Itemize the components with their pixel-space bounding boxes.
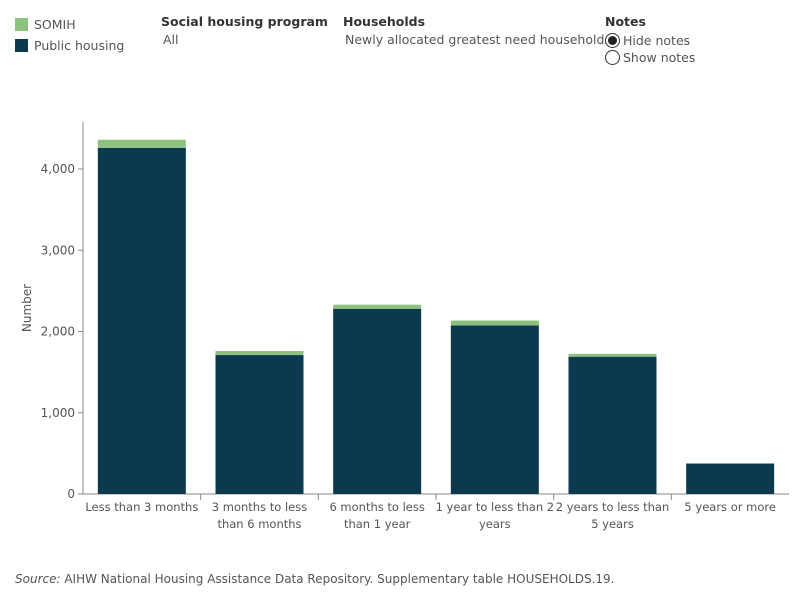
bar-public-housing — [450, 325, 539, 494]
legend-item-public-housing[interactable]: Public housing — [15, 35, 124, 56]
y-ticks: 0 1,000 2,000 3,000 4,000 — [41, 162, 83, 501]
bar-public-housing — [97, 147, 186, 494]
y-tick-label: 3,000 — [41, 243, 75, 257]
y-tick-label: 4,000 — [41, 162, 75, 176]
bar-public-housing — [568, 356, 657, 494]
program-filter-title: Social housing program — [161, 14, 328, 29]
bar-public-housing — [686, 463, 775, 494]
hide-notes-option[interactable]: Hide notes — [605, 32, 695, 49]
y-tick-label: 0 — [67, 487, 75, 501]
bar-somih — [450, 320, 539, 326]
source-text: AIHW National Housing Assistance Data Re… — [60, 572, 615, 586]
bars — [97, 139, 775, 494]
bar-somih — [97, 139, 186, 148]
program-filter-value[interactable]: All — [163, 32, 179, 47]
legend-label-somih: SOMIH — [34, 17, 76, 32]
y-axis-label: Number — [20, 284, 34, 332]
households-filter[interactable]: Households Newly allocated greatest need… — [343, 14, 611, 47]
source-prefix: Source: — [15, 572, 61, 586]
show-notes-radio[interactable] — [605, 50, 620, 65]
somih-swatch — [15, 18, 28, 31]
bar-public-housing — [215, 355, 304, 494]
notes-filter-title: Notes — [605, 14, 646, 29]
x-tick-label: Less than 3 months — [85, 500, 198, 514]
x-tick-label: 2 years to less than 5 years — [556, 500, 670, 531]
bar-somih — [568, 353, 657, 357]
households-filter-value[interactable]: Newly allocated greatest need households — [345, 32, 611, 47]
households-filter-title: Households — [343, 14, 426, 29]
legend-label-public-housing: Public housing — [34, 38, 125, 53]
show-notes-label: Show notes — [623, 50, 696, 65]
x-tick-label: 6 months to less than 1 year — [329, 500, 424, 531]
y-tick-label: 2,000 — [41, 325, 75, 339]
hide-notes-radio[interactable] — [605, 33, 620, 48]
x-tick-label: 3 months to less than 6 months — [212, 500, 307, 531]
source-note: Source: AIHW National Housing Assistance… — [15, 572, 615, 586]
bar-somih — [333, 304, 422, 309]
program-filter[interactable]: Social housing program All — [161, 14, 328, 47]
y-tick-label: 1,000 — [41, 406, 75, 420]
notes-filter: Notes Hide notes Show notes — [605, 14, 695, 66]
legend-item-somih[interactable]: SOMIH — [15, 14, 124, 35]
hide-notes-label: Hide notes — [623, 33, 691, 48]
bar-somih — [215, 351, 304, 356]
show-notes-option[interactable]: Show notes — [605, 49, 695, 66]
legend: SOMIH Public housing — [15, 14, 124, 56]
x-tick-labels: Less than 3 months 3 months to less than 6… — [85, 494, 776, 531]
public-housing-swatch — [15, 39, 28, 52]
x-tick-label: 5 years or more — [684, 500, 775, 514]
bar-public-housing — [333, 308, 422, 494]
x-tick-label: 1 year to less than 2 years — [436, 500, 555, 531]
